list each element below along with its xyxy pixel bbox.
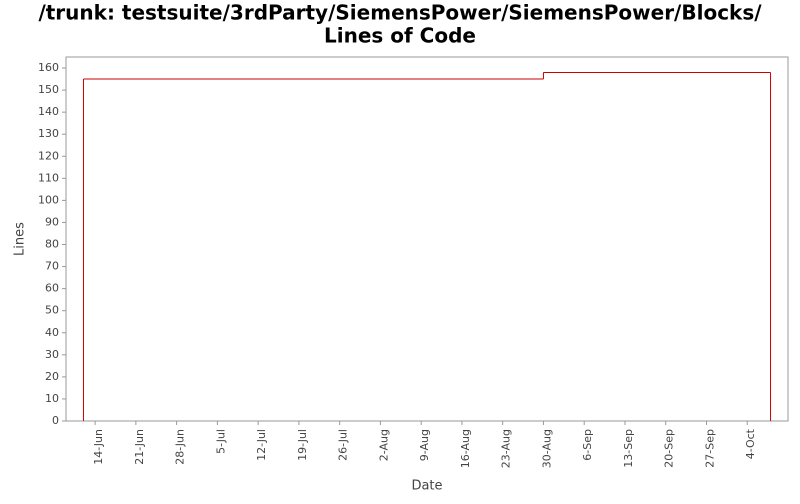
y-tick-label: 30: [45, 348, 59, 361]
y-tick-label: 90: [45, 215, 59, 228]
x-tick-label: 16-Aug: [459, 429, 472, 468]
x-tick-label: 2-Aug: [377, 429, 390, 461]
y-tick-label: 150: [38, 83, 59, 96]
chart-title: Lines of Code: [324, 24, 476, 48]
y-tick-label: 60: [45, 282, 59, 295]
y-tick-label: 40: [45, 326, 59, 339]
x-tick-label: 26-Jul: [337, 429, 350, 461]
chart-title: /trunk: testsuite/3rdParty/SiemensPower/…: [38, 1, 762, 25]
plot-area: [65, 56, 789, 422]
y-tick-label: 120: [38, 149, 59, 162]
x-tick-label: 21-Jun: [133, 429, 146, 465]
y-tick-label: 70: [45, 260, 59, 273]
x-tick-label: 19-Jul: [296, 429, 309, 461]
y-tick-label: 50: [45, 304, 59, 317]
x-tick-label: 23-Aug: [500, 429, 513, 468]
y-tick-label: 0: [52, 414, 59, 427]
y-tick-label: 160: [38, 61, 59, 74]
x-tick-label: 30-Aug: [540, 429, 553, 468]
x-tick-label: 9-Aug: [418, 429, 431, 461]
y-tick-label: 140: [38, 105, 59, 118]
x-tick-label: 27-Sep: [703, 429, 716, 468]
x-tick-label: 20-Sep: [663, 429, 676, 468]
x-tick-label: 28-Jun: [174, 429, 187, 465]
y-tick-label: 130: [38, 127, 59, 140]
x-tick-label: 14-Jun: [92, 429, 105, 465]
x-tick-label: 6-Sep: [581, 429, 594, 461]
x-axis-label: Date: [411, 479, 442, 494]
y-tick-label: 110: [38, 171, 59, 184]
y-axis-label: Lines: [13, 222, 28, 256]
y-tick-label: 20: [45, 370, 59, 383]
y-tick-label: 80: [45, 238, 59, 251]
x-tick-label: 12-Jul: [255, 429, 268, 461]
x-tick-label: 13-Sep: [622, 429, 635, 468]
y-tick-label: 100: [38, 193, 59, 206]
y-tick-label: 10: [45, 392, 59, 405]
x-tick-label: 4-Oct: [744, 428, 757, 459]
x-tick-label: 5-Jul: [214, 429, 227, 454]
